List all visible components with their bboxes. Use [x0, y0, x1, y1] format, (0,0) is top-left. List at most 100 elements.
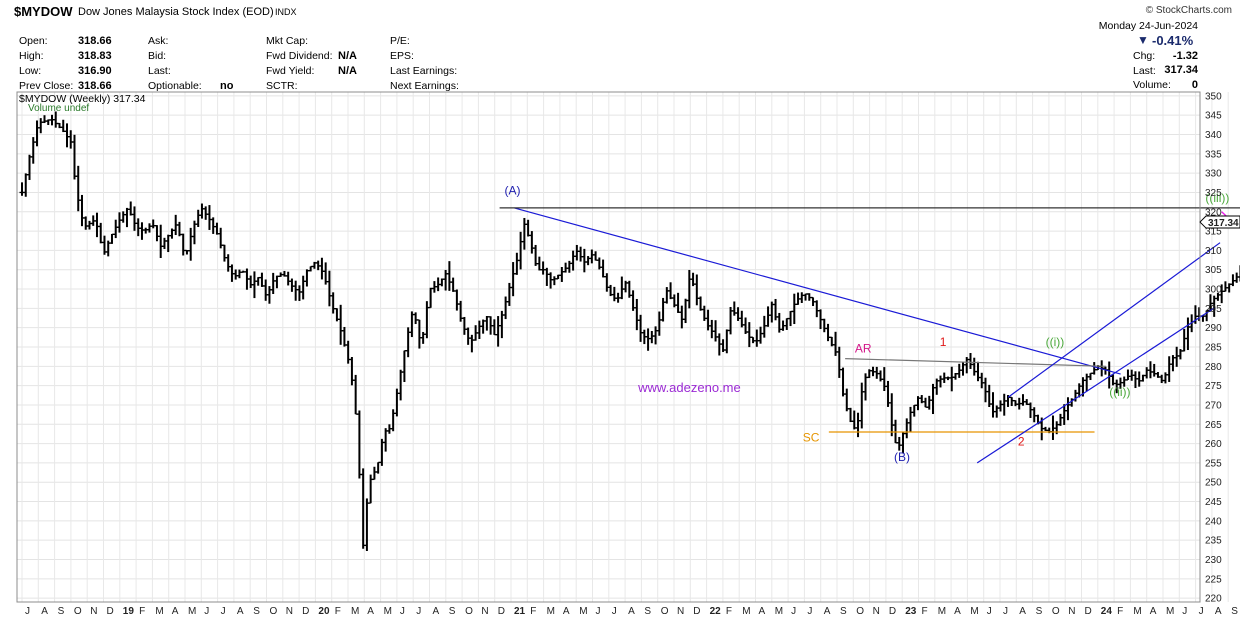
x-tick-label: M	[775, 606, 783, 617]
quote-label: Last:	[148, 65, 171, 77]
quote-right-value: 0	[1191, 78, 1198, 91]
x-tick-label: M	[155, 606, 163, 617]
wave-label: SC	[803, 430, 820, 444]
y-tick-label: 345	[1205, 111, 1222, 122]
wave-label: ((ii))	[1109, 385, 1130, 399]
quote-right-label: Volume:	[1133, 79, 1171, 91]
trend-line-downtrend	[514, 207, 1121, 375]
quote-label: P/E:	[390, 35, 410, 47]
y-tick-label: 325	[1205, 188, 1222, 199]
copyright-label[interactable]: © StockCharts.com	[1145, 5, 1232, 16]
last-price-tag	[1199, 215, 1240, 229]
x-tick-label: D	[498, 606, 505, 617]
last-price-label: 317.34	[1208, 218, 1239, 229]
exchange-label: INDX	[275, 7, 297, 17]
x-tick-label: M	[1166, 606, 1174, 617]
x-tick-label: M	[579, 606, 587, 617]
x-tick-label: S	[253, 606, 260, 617]
x-tick-label: D	[889, 606, 896, 617]
price-bars	[19, 111, 1240, 551]
y-tick-label: 310	[1205, 246, 1222, 257]
y-tick-label: 300	[1205, 285, 1222, 296]
x-tick-label: O	[74, 606, 82, 617]
quote-value: N/A	[338, 64, 357, 77]
index-name: Dow Jones Malaysia Stock Index (EOD)	[78, 6, 274, 18]
x-tick-label: 22	[710, 606, 722, 617]
y-tick-label: 225	[1205, 574, 1222, 585]
y-tick-label: 315	[1205, 227, 1222, 238]
x-tick-label: J	[1003, 606, 1008, 617]
x-tick-label: S	[644, 606, 651, 617]
x-tick-label: S	[840, 606, 847, 617]
x-tick-label: A	[172, 606, 179, 617]
y-tick-label: 305	[1205, 265, 1222, 276]
legend-volume: Volume undef	[28, 103, 89, 114]
x-tick-label: 21	[514, 606, 526, 617]
quote-value: 318.66	[78, 34, 112, 47]
x-tick-label: J	[596, 606, 601, 617]
y-tick-label: 350	[1205, 91, 1222, 102]
x-tick-label: O	[661, 606, 669, 617]
y-tick-label: 275	[1205, 381, 1222, 392]
x-tick-label: A	[367, 606, 374, 617]
quote-value: 318.66	[78, 79, 112, 92]
x-tick-label: O	[270, 606, 278, 617]
x-tick-label: M	[970, 606, 978, 617]
x-tick-label: F	[139, 606, 145, 617]
quote-label: EPS:	[390, 50, 414, 62]
y-tick-label: 220	[1205, 594, 1222, 605]
x-tick-label: A	[433, 606, 440, 617]
y-tick-label: 295	[1205, 304, 1222, 315]
x-tick-label: M	[1133, 606, 1141, 617]
x-tick-label: F	[1117, 606, 1123, 617]
x-tick-label: D	[693, 606, 700, 617]
legend-price: $MYDOW (Weekly) 317.34	[19, 93, 145, 105]
change-percent: -0.41%	[1152, 33, 1194, 48]
quote-label: Mkt Cap:	[266, 35, 309, 47]
x-tick-label: N	[286, 606, 293, 617]
x-tick-label: S	[1036, 606, 1043, 617]
quote-right-value: -1.32	[1172, 49, 1198, 62]
y-tick-label: 230	[1205, 555, 1222, 566]
legend-volume-text: Volume undef	[28, 103, 90, 114]
x-tick-label: A	[1150, 606, 1157, 617]
quote-right-label: Chg:	[1133, 50, 1156, 62]
trend-line-channel-lower	[976, 307, 1214, 464]
x-tick-label: M	[188, 606, 196, 617]
wave-label: ((iii))	[1205, 191, 1229, 205]
quote-label: Low:	[19, 65, 42, 77]
y-tick-label: 335	[1205, 149, 1222, 160]
x-tick-label: J	[204, 606, 209, 617]
x-tick-label: A	[824, 606, 831, 617]
y-tick-label: 260	[1205, 439, 1222, 450]
legend-price-text: $MYDOW (Weekly) 317.34	[19, 93, 146, 105]
x-tick-label: A	[759, 606, 766, 617]
x-tick-label: 19	[123, 606, 135, 617]
wave-label: 2	[1018, 435, 1025, 449]
wave-label: 1	[940, 335, 947, 349]
quote-label: Ask:	[148, 35, 169, 47]
quote-header: $MYDOW Dow Jones Malaysia Stock Index (E…	[0, 0, 1240, 92]
change-arrow-icon: ▼	[1137, 33, 1149, 47]
quote-label: Next Earnings:	[390, 80, 459, 92]
x-tick-label: M	[351, 606, 359, 617]
x-tick-label: D	[1085, 606, 1092, 617]
quote-right-label: Last:	[1133, 64, 1156, 77]
y-tick-label: 280	[1205, 362, 1222, 373]
x-tick-label: A	[41, 606, 48, 617]
x-tick-label: S	[58, 606, 65, 617]
quote-value: no	[220, 79, 234, 92]
x-tick-label: N	[90, 606, 97, 617]
x-tick-label: F	[530, 606, 536, 617]
quote-label: Optionable:	[148, 80, 202, 92]
x-tick-label: F	[726, 606, 732, 617]
x-tick-label: O	[1052, 606, 1060, 617]
chart-axes: 2202252302352402452502552602652702752802…	[16, 91, 1240, 617]
quote-label: Last Earnings:	[390, 65, 458, 77]
quote-label: Fwd Dividend:	[266, 50, 333, 62]
x-tick-label: A	[1019, 606, 1026, 617]
y-tick-label: 255	[1205, 458, 1222, 469]
x-tick-label: A	[563, 606, 570, 617]
date-label: Monday 24-Jun-2024	[1098, 20, 1198, 32]
